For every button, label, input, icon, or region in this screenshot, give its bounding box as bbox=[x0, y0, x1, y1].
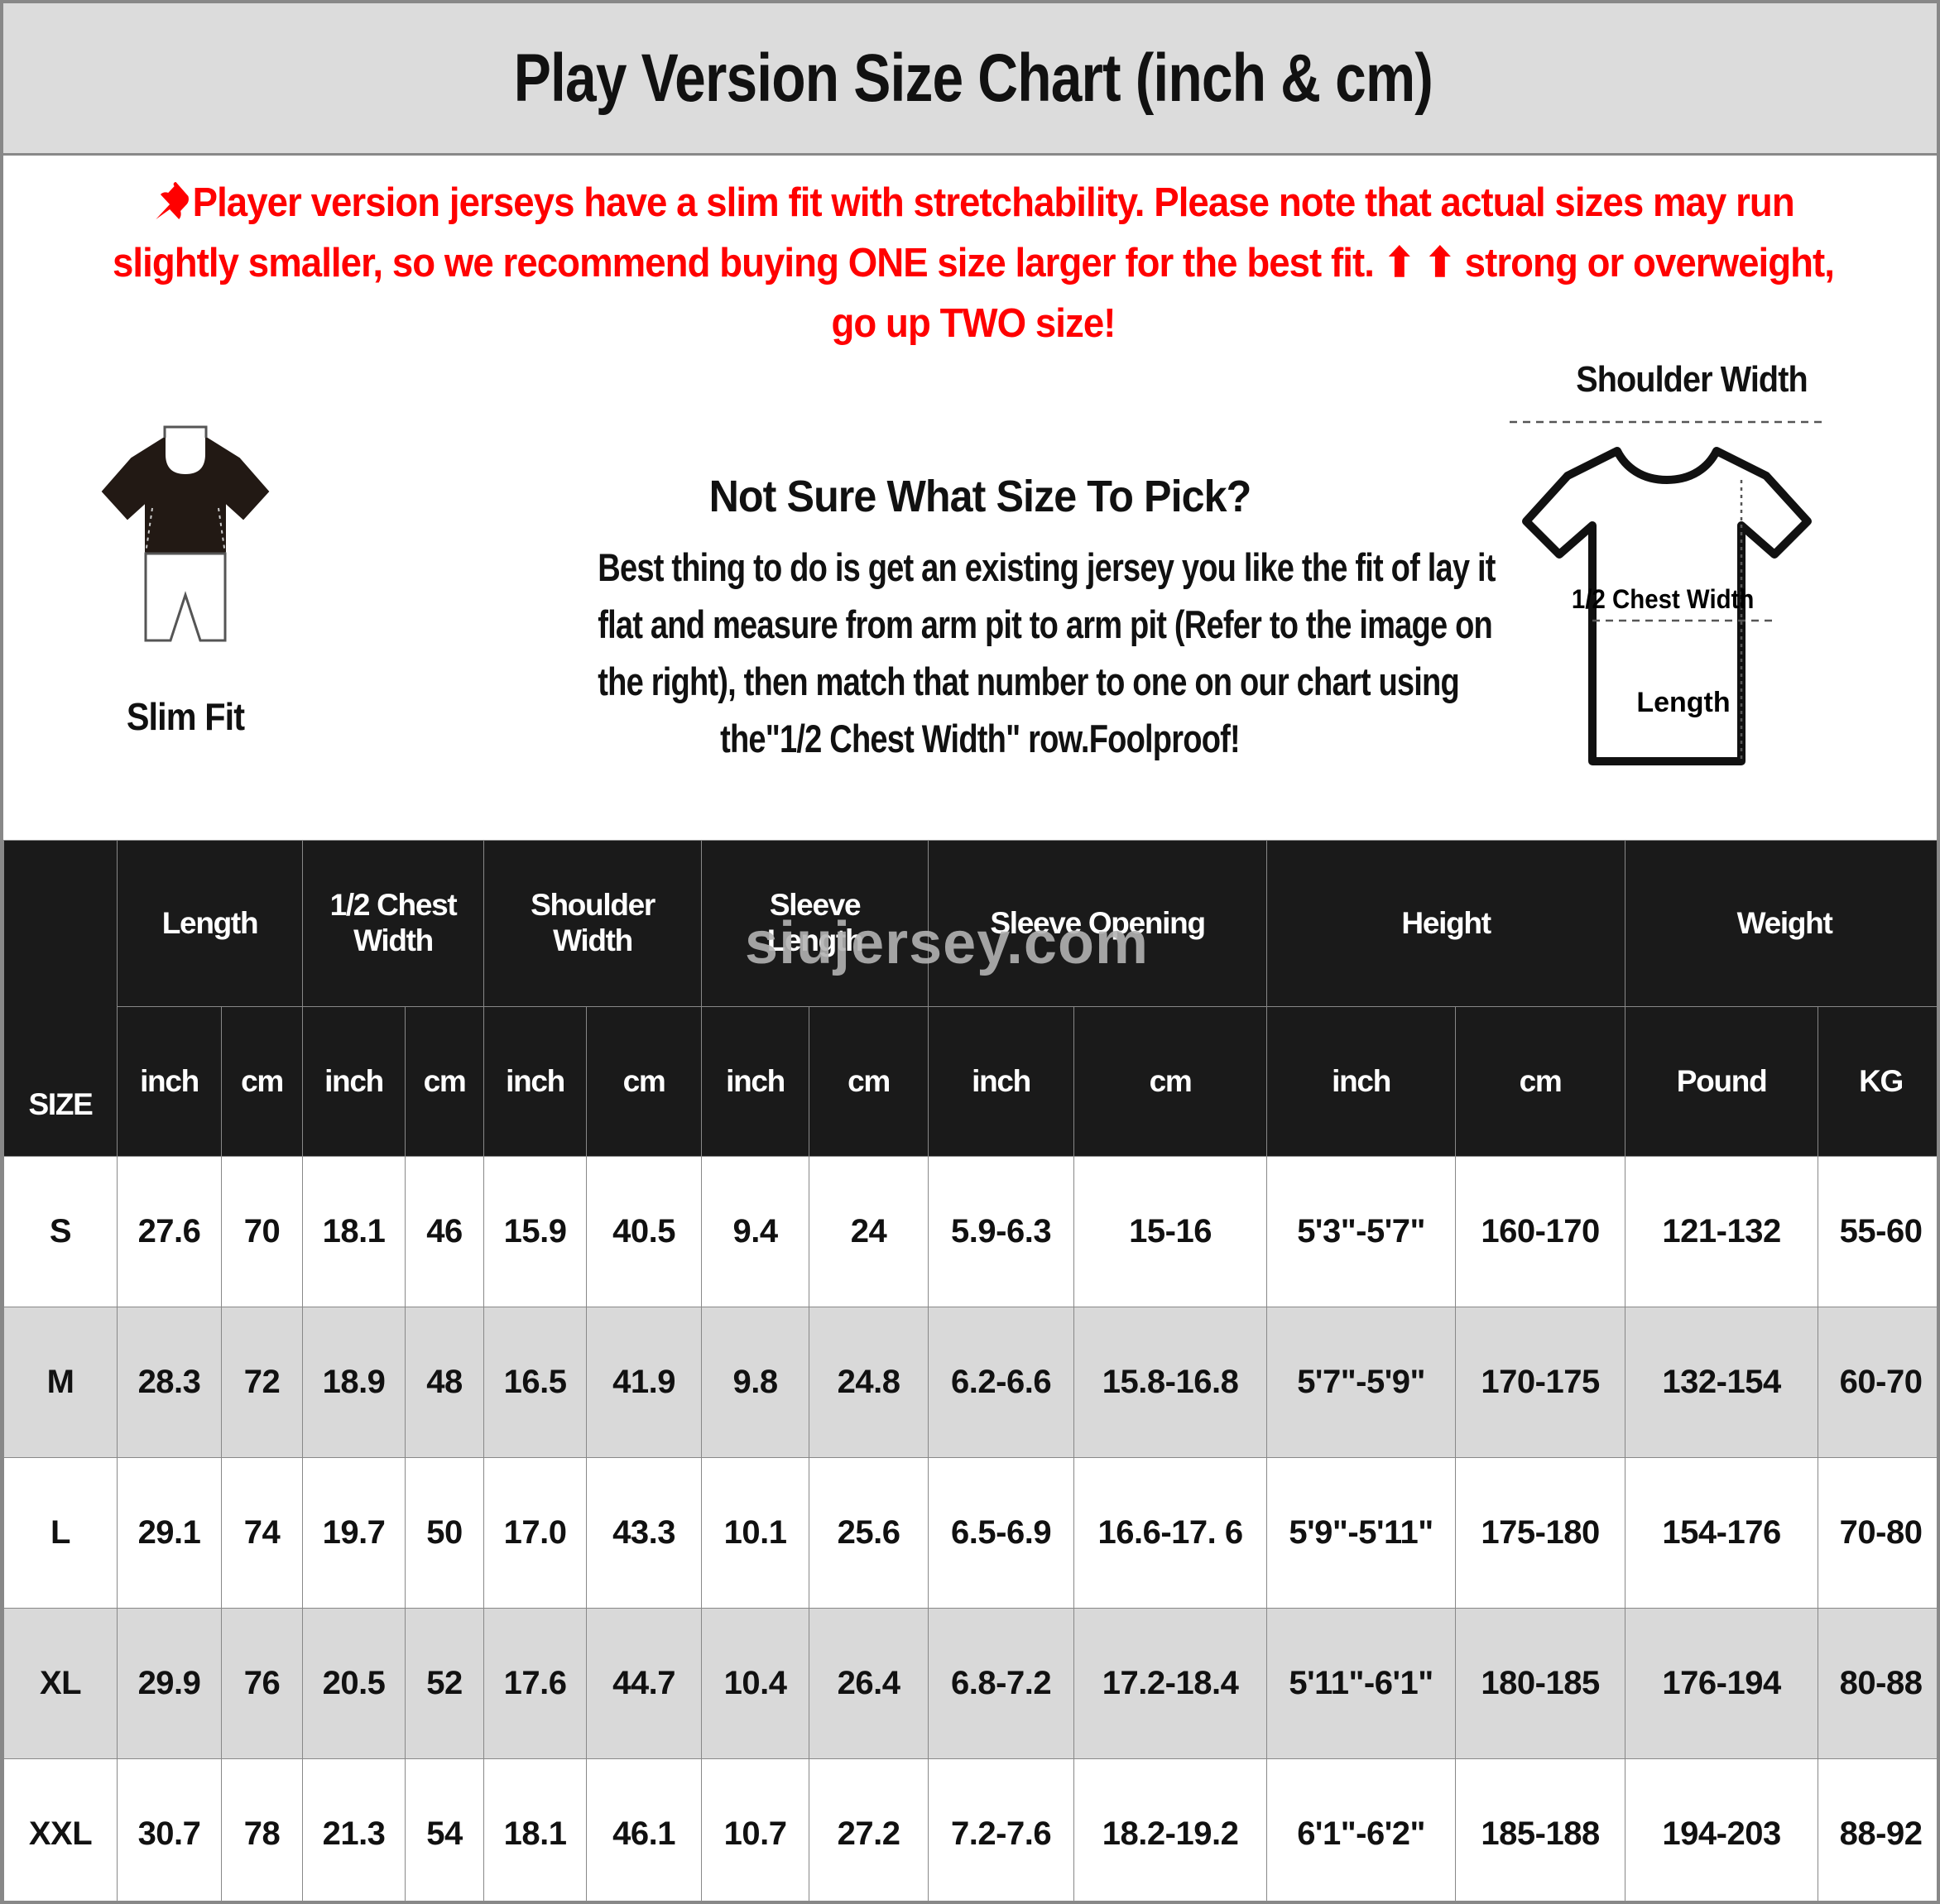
svg-text:Length: Length bbox=[1636, 687, 1730, 718]
svg-text:1/2 Chest Width: 1/2 Chest Width bbox=[1572, 584, 1754, 614]
